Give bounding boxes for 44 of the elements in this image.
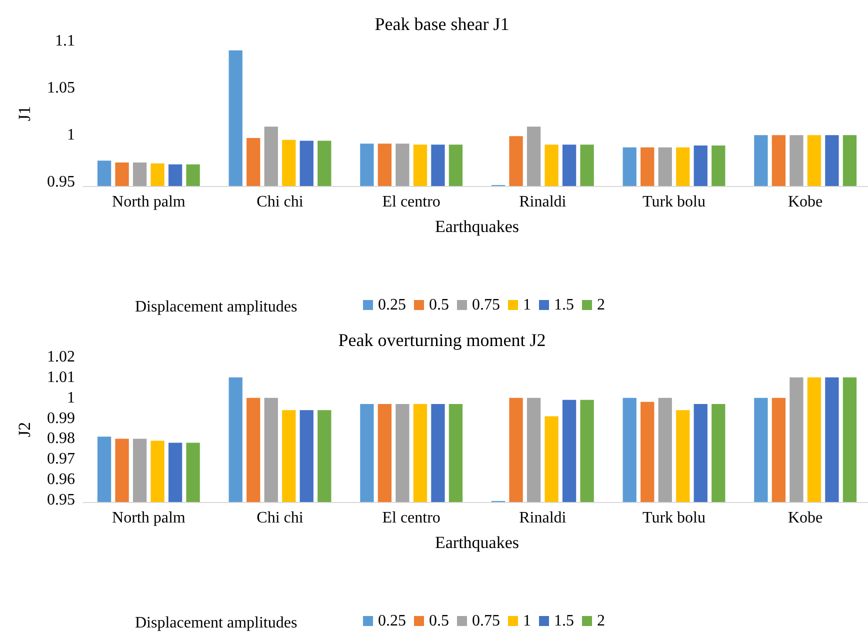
y-tick-label: 1.02 xyxy=(47,348,75,366)
y-axis-title: J1 xyxy=(15,106,34,122)
x-tick-label: Chi chi xyxy=(256,510,304,526)
y-tick-label: 1 xyxy=(67,389,75,406)
y-tick-label: 1.05 xyxy=(47,80,75,97)
y-tick-label: 0.97 xyxy=(47,450,75,468)
legend-title: Displacement amplitudes xyxy=(135,614,298,632)
y-tick-label: 0.99 xyxy=(47,410,75,427)
x-tick-label: North palm xyxy=(112,510,186,526)
y-tick-label: 0.95 xyxy=(47,491,75,508)
y-axis-title: J2 xyxy=(15,422,34,438)
x-tick-label: Chi chi xyxy=(256,194,304,210)
x-tick-label: Turk bolu xyxy=(642,510,706,526)
legend-label: 2 xyxy=(597,296,605,314)
y-tick-label: 0.98 xyxy=(47,430,75,448)
y-tick-label: 1.1 xyxy=(55,32,75,50)
x-tick-label: Kobe xyxy=(788,510,823,526)
chart-title: Peak base shear J1 xyxy=(374,14,510,34)
legend-label: 1 xyxy=(523,612,531,630)
legend-label: 0.5 xyxy=(429,612,449,630)
y-tick-label: 1.01 xyxy=(47,368,75,386)
legend-label: 2 xyxy=(597,612,605,630)
legend-label: 0.5 xyxy=(429,296,449,314)
x-tick-label: El centro xyxy=(382,194,440,210)
y-tick-label: 0.96 xyxy=(47,471,75,488)
legend-title: Displacement amplitudes xyxy=(135,298,298,316)
y-tick-label: 0.95 xyxy=(47,174,75,191)
legend-label: 1.5 xyxy=(554,296,574,314)
legend-label: 0.25 xyxy=(378,612,406,630)
chart-title: Peak overturning moment J2 xyxy=(338,330,546,350)
x-tick-label: Rinaldi xyxy=(519,510,567,526)
x-tick-label: El centro xyxy=(382,510,440,526)
legend-label: 0.75 xyxy=(472,612,500,630)
legend-label: 1.5 xyxy=(554,612,574,630)
x-tick-label: Kobe xyxy=(788,194,823,210)
legend-label: 0.25 xyxy=(378,296,406,314)
y-tick-label: 1 xyxy=(67,126,75,144)
legend-label: 0.75 xyxy=(472,296,500,314)
x-axis-title: Earthquakes xyxy=(434,533,520,552)
x-tick-label: Turk bolu xyxy=(642,194,706,210)
x-axis-title: Earthquakes xyxy=(434,217,520,236)
legend-label: 1 xyxy=(523,296,531,314)
x-tick-label: Rinaldi xyxy=(519,194,567,210)
x-tick-label: North palm xyxy=(112,194,186,210)
